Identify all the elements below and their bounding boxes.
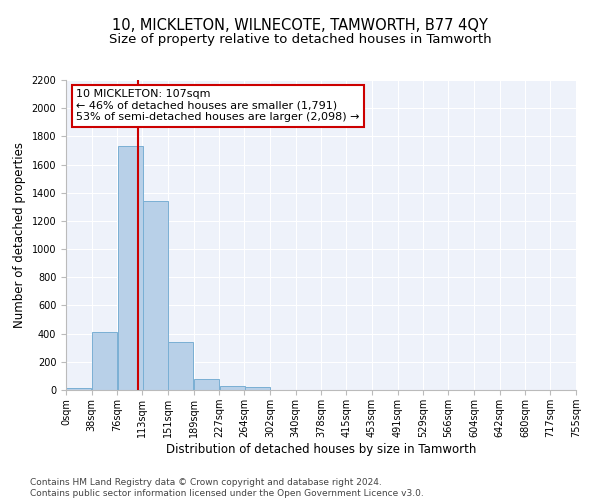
Bar (118, 146, 143, 390)
Bar (194, 380, 219, 390)
Y-axis label: Number of detached properties: Number of detached properties (13, 142, 26, 328)
Bar (143, 201, 168, 390)
Bar (245, 387, 270, 390)
Text: 10, MICKLETON, WILNECOTE, TAMWORTH, B77 4QY: 10, MICKLETON, WILNECOTE, TAMWORTH, B77 … (112, 18, 488, 32)
Text: Contains HM Land Registry data © Crown copyright and database right 2024.
Contai: Contains HM Land Registry data © Crown c… (30, 478, 424, 498)
Bar (66, 388, 91, 390)
Bar (92, 332, 117, 390)
Text: Distribution of detached houses by size in Tamworth: Distribution of detached houses by size … (166, 442, 476, 456)
Text: Size of property relative to detached houses in Tamworth: Size of property relative to detached ho… (109, 32, 491, 46)
Bar (220, 386, 245, 390)
Text: 10 MICKLETON: 107sqm
← 46% of detached houses are smaller (1,791)
53% of semi-de: 10 MICKLETON: 107sqm ← 46% of detached h… (76, 90, 360, 122)
Bar (168, 342, 193, 390)
